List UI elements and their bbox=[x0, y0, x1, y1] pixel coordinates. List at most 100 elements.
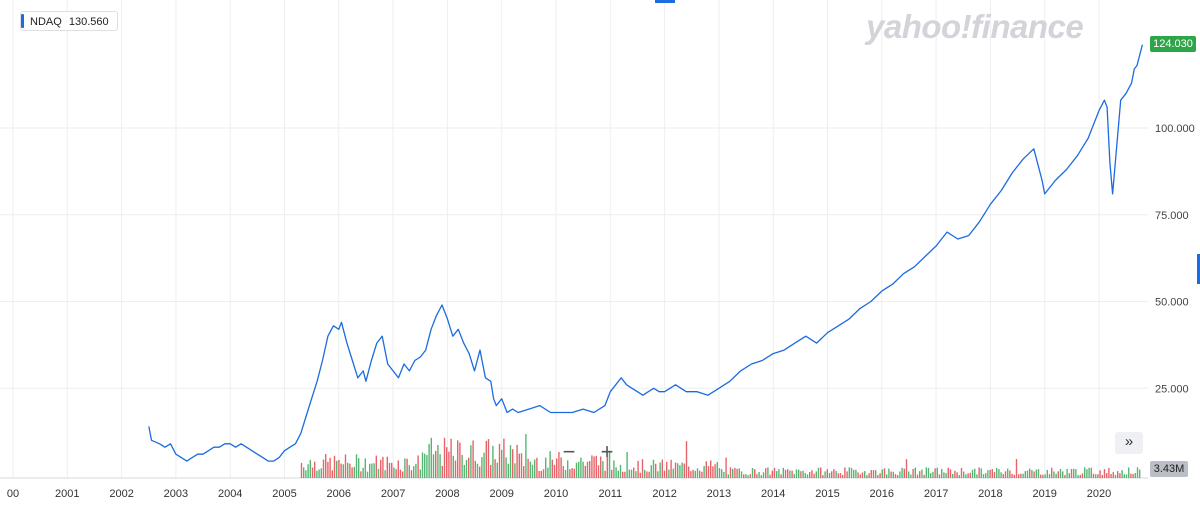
volume-bar bbox=[1070, 469, 1073, 478]
volume-bar bbox=[659, 462, 661, 478]
volume-bar bbox=[934, 468, 936, 478]
volume-bar bbox=[608, 451, 611, 478]
volume-bar bbox=[377, 468, 380, 478]
volume-bar bbox=[721, 469, 723, 478]
volume-bar bbox=[945, 473, 947, 478]
volume-bar bbox=[758, 472, 760, 478]
volume-bar bbox=[976, 474, 978, 478]
volume-bar bbox=[767, 467, 769, 478]
volume-bar bbox=[589, 461, 591, 478]
volume-bar bbox=[452, 455, 454, 478]
volume-bar bbox=[1134, 473, 1136, 478]
volume-bar bbox=[641, 459, 644, 478]
volume-bar bbox=[369, 463, 371, 478]
volume-bar bbox=[732, 468, 734, 478]
zoom-out-button[interactable]: − bbox=[562, 439, 576, 464]
volume-bar bbox=[1075, 469, 1077, 478]
volume-bar bbox=[382, 456, 384, 478]
volume-bar bbox=[690, 471, 692, 478]
volume-bar bbox=[325, 454, 327, 478]
volume-bar bbox=[1040, 474, 1042, 478]
volume-bar bbox=[646, 471, 648, 478]
volume-bar bbox=[314, 461, 316, 478]
volume-bar bbox=[718, 468, 721, 478]
volume-bar bbox=[685, 441, 688, 478]
volume-bar bbox=[879, 473, 881, 478]
volume-bar bbox=[391, 462, 393, 478]
volume-bar bbox=[868, 473, 870, 478]
volume-bar bbox=[991, 469, 993, 478]
volume-bar bbox=[441, 465, 443, 478]
volume-bar bbox=[593, 456, 595, 478]
volume-bar bbox=[309, 459, 311, 478]
volume-bar bbox=[1046, 469, 1048, 478]
volume-bar bbox=[903, 468, 905, 478]
volume-bar bbox=[1051, 467, 1053, 478]
volume-bar bbox=[340, 463, 342, 478]
volume-bar bbox=[1024, 471, 1026, 478]
volume-bar bbox=[553, 464, 556, 478]
volume-bar bbox=[505, 457, 507, 478]
volume-bar bbox=[399, 469, 402, 478]
ticker-legend[interactable]: NDAQ 130.560 bbox=[20, 11, 118, 31]
volume-bar bbox=[989, 469, 991, 478]
volume-bar bbox=[483, 452, 485, 478]
volume-bar bbox=[534, 459, 536, 478]
volume-bar bbox=[518, 453, 520, 478]
volume-bar bbox=[1055, 473, 1057, 478]
volume-bar bbox=[1106, 473, 1108, 478]
volume-bar bbox=[842, 475, 844, 478]
volume-bar bbox=[591, 455, 593, 478]
volume-bar bbox=[1099, 470, 1101, 478]
volume-bar bbox=[305, 470, 307, 478]
expand-icon[interactable]: » bbox=[1115, 432, 1143, 454]
volume-bar bbox=[835, 470, 837, 478]
volume-bar bbox=[837, 473, 839, 478]
volume-bar bbox=[1103, 469, 1106, 478]
volume-bar bbox=[958, 475, 960, 478]
volume-bar bbox=[619, 464, 622, 478]
volume-bar bbox=[450, 438, 452, 478]
volume-bar bbox=[974, 468, 976, 478]
volume-bar bbox=[318, 469, 320, 478]
volume-bar bbox=[1059, 469, 1062, 478]
volume-bar bbox=[1130, 473, 1132, 478]
volume-bar bbox=[650, 465, 652, 478]
volume-bar bbox=[514, 463, 516, 478]
volume-bar bbox=[1011, 473, 1013, 478]
volume-bar bbox=[925, 467, 927, 478]
volume-bar bbox=[771, 470, 773, 478]
volume-bar bbox=[498, 443, 501, 478]
volume-bar bbox=[300, 462, 303, 478]
zoom-in-button[interactable]: + bbox=[600, 439, 614, 464]
volume-bar bbox=[870, 470, 872, 478]
volume-bar bbox=[754, 469, 756, 478]
volume-bar bbox=[347, 462, 349, 478]
volume-bar bbox=[1139, 469, 1141, 478]
volume-bar bbox=[727, 474, 729, 478]
volume-bar bbox=[569, 469, 571, 478]
volume-bar bbox=[364, 458, 366, 478]
volume-bar bbox=[545, 457, 547, 478]
volume-bar bbox=[661, 459, 663, 478]
x-tick-label: 2007 bbox=[381, 488, 405, 500]
volume-bar bbox=[773, 467, 776, 478]
volume-bar bbox=[549, 451, 551, 478]
volume-bar bbox=[826, 469, 828, 478]
volume-bar bbox=[540, 470, 542, 478]
volume-bar bbox=[1015, 459, 1018, 478]
volume-bar bbox=[875, 470, 877, 478]
volume-bar bbox=[386, 456, 388, 478]
x-tick-label: 2011 bbox=[598, 488, 622, 500]
volume-bar bbox=[756, 474, 758, 478]
volume-bar bbox=[604, 470, 606, 478]
volume-bar bbox=[628, 469, 630, 478]
volume-bar bbox=[465, 460, 468, 478]
side-panel-tab[interactable] bbox=[1197, 254, 1200, 284]
volume-bar bbox=[872, 470, 875, 478]
volume-bar bbox=[782, 467, 784, 478]
volume-bar bbox=[1002, 474, 1004, 478]
series-color-swatch bbox=[21, 14, 24, 28]
